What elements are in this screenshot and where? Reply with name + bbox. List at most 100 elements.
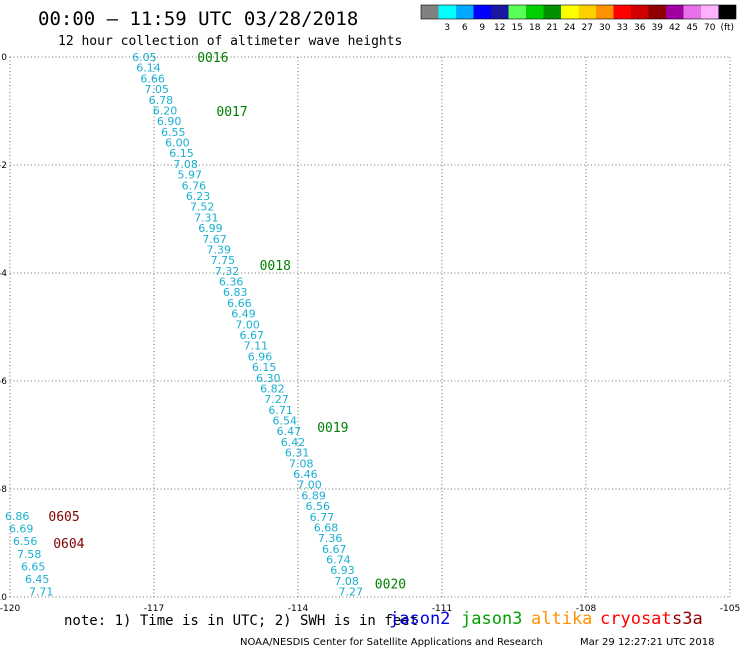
wave-height-value: 6.54 xyxy=(273,415,298,428)
wave-height-value: 7.58 xyxy=(17,548,42,561)
wave-height-value: 6.96 xyxy=(248,350,273,363)
wave-height-value: 6.20 xyxy=(153,104,178,117)
pass-label: 0016 xyxy=(197,51,228,66)
wave-height-value: 6.55 xyxy=(161,126,186,139)
wave-height-value: 7.75 xyxy=(211,254,236,267)
wave-height-value: 6.77 xyxy=(310,511,335,524)
wave-height-value: 6.56 xyxy=(13,535,38,548)
lon-tick-label: -120 xyxy=(0,604,20,614)
pass-label: 0019 xyxy=(317,421,348,436)
legend-tick-label: 36 xyxy=(634,23,646,33)
legend-swatch xyxy=(508,5,526,19)
wave-height-value: 7.08 xyxy=(173,158,198,171)
legend-swatch xyxy=(526,5,544,19)
legend-tick-label: 12 xyxy=(494,23,505,33)
wave-height-value: 7.00 xyxy=(297,479,322,492)
satellite-legend: jason2 jason3 altika cryosat s3a xyxy=(389,609,703,629)
wave-height-value: 6.23 xyxy=(186,190,211,203)
lat-tick-label: -8 xyxy=(0,485,7,495)
wave-height-value: 6.86 xyxy=(5,510,30,523)
lon-tick-label: -111 xyxy=(432,604,452,614)
footer-source: NOAA/NESDIS Center for Satellite Applica… xyxy=(240,637,543,648)
wave-height-value: 6.30 xyxy=(256,372,281,385)
wave-height-value: 7.27 xyxy=(339,586,364,599)
wave-height-value: 7.00 xyxy=(235,318,260,331)
wave-height-value: 7.08 xyxy=(289,457,314,470)
lat-tick-label: -6 xyxy=(0,377,7,387)
legend-swatch xyxy=(456,5,474,19)
pass-label: 0604 xyxy=(53,537,84,552)
wave-height-value: 7.32 xyxy=(215,265,240,278)
wave-height-value: 6.14 xyxy=(136,62,161,75)
legend-swatch xyxy=(666,5,684,19)
wave-height-value: 6.46 xyxy=(293,468,318,481)
legend-tick-label: 15 xyxy=(512,23,523,33)
wave-height-value: 5.97 xyxy=(178,169,203,182)
legend-tick-label: 18 xyxy=(529,23,541,33)
note-text: note: 1) Time is in UTC; 2) SWH is in fe… xyxy=(64,613,418,629)
wave-height-value: 6.90 xyxy=(157,115,182,128)
wave-height-value: 6.47 xyxy=(277,425,302,438)
wave-height-value: 6.93 xyxy=(330,564,355,577)
satellite-label-jason2: jason2 xyxy=(389,609,450,629)
legend-swatch xyxy=(718,5,736,19)
wave-height-value: 6.71 xyxy=(268,404,293,417)
legend-frame xyxy=(420,4,737,20)
wave-height-value: 6.67 xyxy=(239,329,264,342)
wave-height-value: 6.67 xyxy=(322,543,347,556)
legend-swatch xyxy=(561,5,579,19)
color-legend: 3 6 9 12 15 18 21 24 27 30 33 36 39 42 45 70 (ft) xyxy=(420,4,737,33)
wave-height-value: 6.83 xyxy=(223,286,248,299)
lon-tick-label: -117 xyxy=(144,604,164,614)
wave-height-value: 6.49 xyxy=(231,308,256,321)
legend-tick-label: 45 xyxy=(687,23,698,33)
legend-swatch xyxy=(578,5,596,19)
wave-height-value: 6.45 xyxy=(25,573,50,586)
wave-height-value: 6.68 xyxy=(314,521,339,534)
wave-height-value: 7.31 xyxy=(194,211,219,224)
wave-height-value: 7.52 xyxy=(190,201,215,214)
legend-swatch xyxy=(421,5,439,19)
legend-swatch xyxy=(491,5,509,19)
legend-swatch xyxy=(596,5,614,19)
wave-height-value: 6.42 xyxy=(281,436,306,449)
wave-height-value: 6.36 xyxy=(219,276,244,289)
satellite-label-jason3: jason3 xyxy=(461,609,522,629)
wave-height-value: 6.31 xyxy=(285,447,310,460)
page-subtitle: 12 hour collection of altimeter wave hei… xyxy=(58,34,402,49)
pass-label: 0018 xyxy=(260,259,291,274)
legend-swatch xyxy=(543,5,561,19)
satellite-label-altika: altika xyxy=(531,609,592,629)
wave-height-value: 6.74 xyxy=(326,554,351,567)
lat-tick-label: -10 xyxy=(0,593,7,603)
wave-height-value: 6.78 xyxy=(149,94,174,107)
wave-height-value: 7.36 xyxy=(318,532,343,545)
wave-height-value: 6.66 xyxy=(227,297,252,310)
satellite-label-cryosat: cryosat xyxy=(600,609,672,629)
wave-height-value: 6.15 xyxy=(252,361,277,374)
legend-tick-label: 42 xyxy=(669,23,680,33)
plot-area: -120 -117 -114 -111 -108 -105 0 -2 -4 -6 -8 -10 6.05… xyxy=(0,51,740,614)
page-title: 00:00 – 11:59 UTC 03/28/2018 xyxy=(38,8,358,30)
wave-height-value: 7.11 xyxy=(244,340,269,353)
legend-tick-label: 27 xyxy=(582,23,593,33)
wave-height-value: 7.27 xyxy=(264,393,289,406)
wave-height-value: 6.00 xyxy=(165,137,190,150)
legend-tick-label: 33 xyxy=(617,23,628,33)
legend-tick-label: 39 xyxy=(652,23,664,33)
legend-swatch xyxy=(683,5,701,19)
footer-timestamp: Mar 29 12:27:21 UTC 2018 xyxy=(580,637,715,648)
lat-tick-label: -4 xyxy=(0,269,7,279)
legend-swatch xyxy=(438,5,456,19)
legend-swatch xyxy=(631,5,649,19)
lat-tick-label: -2 xyxy=(0,161,7,171)
wave-height-value: 6.66 xyxy=(140,72,165,85)
wave-height-value: 6.82 xyxy=(260,382,285,395)
lon-tick-label: -105 xyxy=(720,604,740,614)
pass-label: 0605 xyxy=(48,510,79,525)
lat-tick-label: 0 xyxy=(1,53,7,63)
legend-unit: (ft) xyxy=(721,23,735,33)
pass-label: 0017 xyxy=(216,105,247,120)
legend-swatch xyxy=(648,5,666,19)
wave-height-value: 6.05 xyxy=(132,51,157,64)
